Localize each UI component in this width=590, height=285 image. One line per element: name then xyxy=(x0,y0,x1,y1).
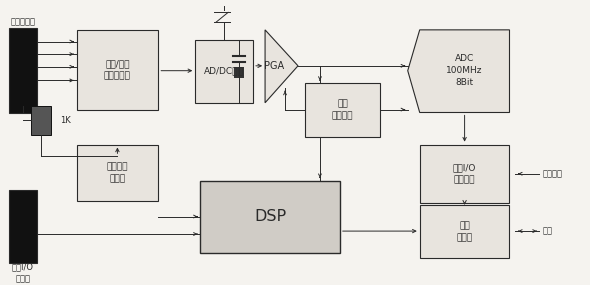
Bar xyxy=(305,83,380,137)
Bar xyxy=(77,144,158,201)
Text: 定时I/O
存储控制: 定时I/O 存储控制 xyxy=(453,163,476,184)
Text: 1K: 1K xyxy=(61,116,71,125)
Text: AD/DC耦合: AD/DC耦合 xyxy=(204,67,244,76)
Text: 校准信号
发生器: 校准信号 发生器 xyxy=(107,162,128,183)
Bar xyxy=(200,180,340,253)
Text: PGA: PGA xyxy=(264,61,284,71)
Text: 模入连接器: 模入连接器 xyxy=(10,18,35,27)
Bar xyxy=(419,205,510,258)
Polygon shape xyxy=(408,30,510,113)
Text: ADC
100MHz
8Bit: ADC 100MHz 8Bit xyxy=(447,54,483,87)
Bar xyxy=(195,40,253,103)
Text: 保护/校准
多路复用器: 保护/校准 多路复用器 xyxy=(104,59,131,80)
Text: 数字I/O
连接器: 数字I/O 连接器 xyxy=(12,262,34,283)
Text: DSP: DSP xyxy=(254,209,286,225)
Polygon shape xyxy=(265,30,298,103)
Bar xyxy=(9,28,37,113)
Bar xyxy=(9,190,37,263)
Text: 数据: 数据 xyxy=(542,227,552,236)
Bar xyxy=(31,106,51,135)
Text: 噪声
形成电路: 噪声 形成电路 xyxy=(332,100,353,121)
Bar xyxy=(77,30,158,109)
Bar xyxy=(419,144,510,203)
Text: 捕捉
存储器: 捕捉 存储器 xyxy=(457,221,473,242)
Bar xyxy=(234,67,244,78)
Text: 参考时钟: 参考时钟 xyxy=(542,169,562,178)
